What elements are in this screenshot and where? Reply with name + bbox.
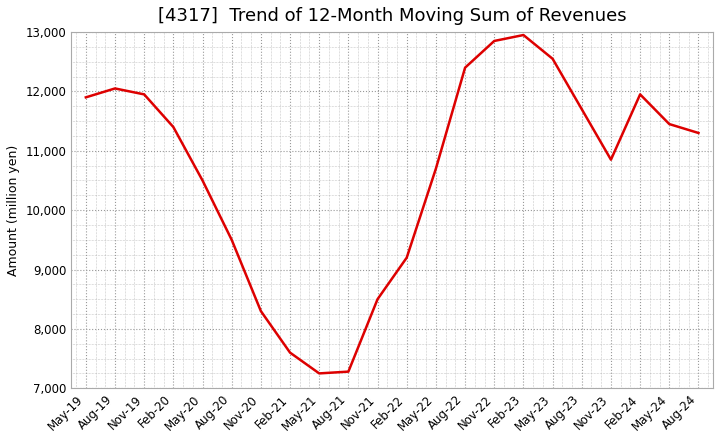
Y-axis label: Amount (million yen): Amount (million yen)	[7, 144, 20, 276]
Title: [4317]  Trend of 12-Month Moving Sum of Revenues: [4317] Trend of 12-Month Moving Sum of R…	[158, 7, 626, 25]
